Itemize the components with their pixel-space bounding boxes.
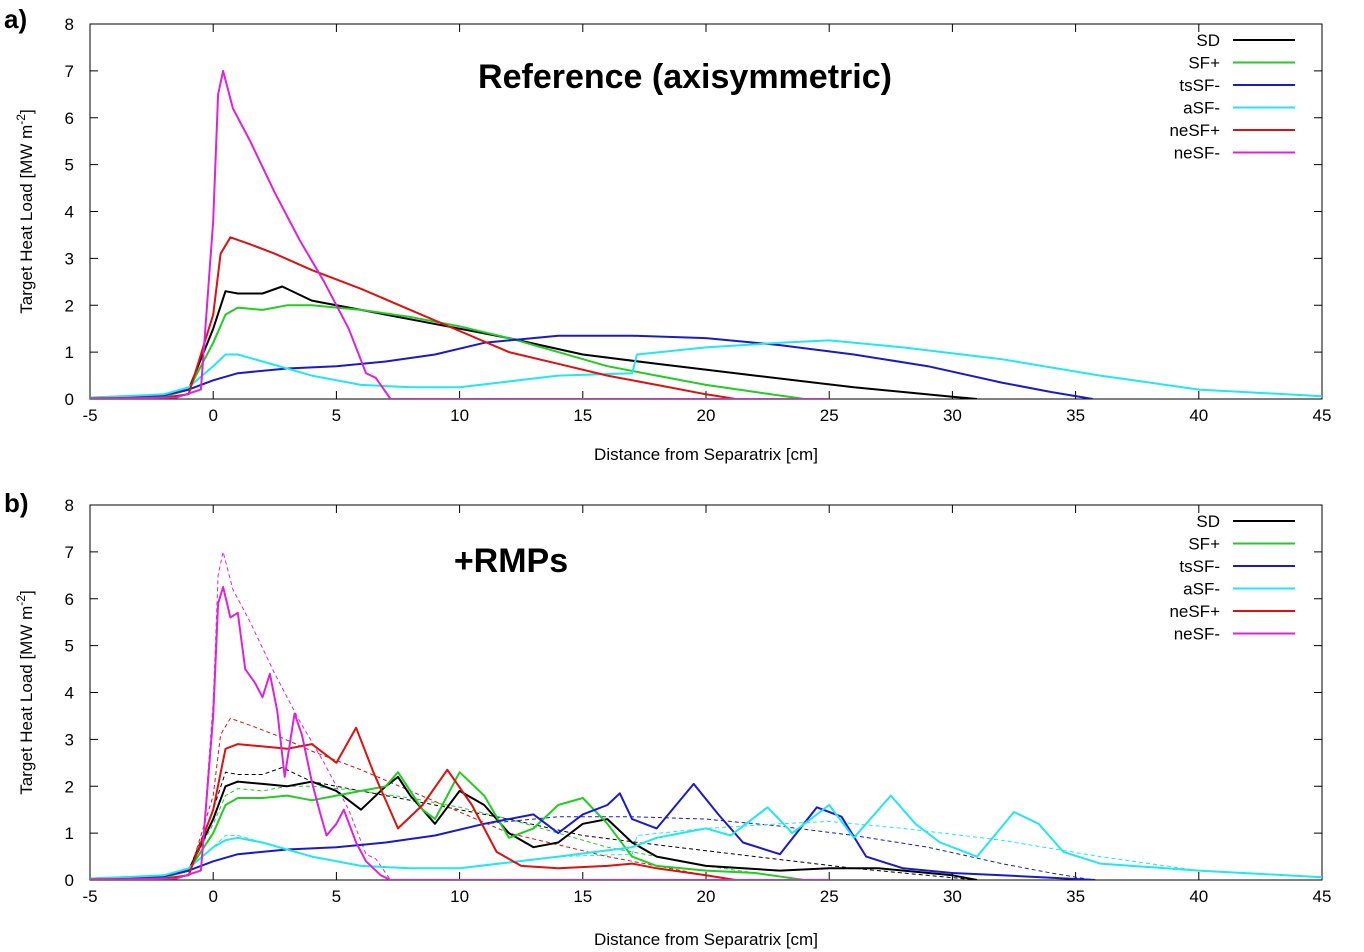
y-tick-label: 7 <box>65 62 74 81</box>
panel-annotation: Reference (axisymmetric) <box>478 58 892 96</box>
y-tick-label: 6 <box>65 109 74 128</box>
x-tick-label: 40 <box>1189 887 1208 906</box>
legend-label-sd: SD <box>1196 512 1220 531</box>
legend-label-asfminus: aSF- <box>1183 580 1220 599</box>
x-tick-label: 15 <box>573 887 592 906</box>
x-tick-label: 5 <box>332 887 341 906</box>
x-tick-label: 45 <box>1313 887 1332 906</box>
series-line-nesfminus <box>90 69 830 399</box>
y-tick-label: 2 <box>65 296 74 315</box>
x-tick-label: -5 <box>82 887 97 906</box>
x-tick-label: 25 <box>820 887 839 906</box>
y-tick-label: 8 <box>65 15 74 34</box>
series-line-nesfplus <box>90 726 736 880</box>
legend-label-nesfplus: neSF+ <box>1169 602 1220 621</box>
x-tick-label: 30 <box>943 887 962 906</box>
x-tick-label: 0 <box>208 406 217 425</box>
legend-label-asfminus: aSF- <box>1183 99 1220 118</box>
legend-label-tssfminus: tsSF- <box>1179 557 1220 576</box>
series-line-asfminus <box>90 339 1322 399</box>
y-tick-label: 5 <box>65 637 74 656</box>
x-tick-label: 35 <box>1066 406 1085 425</box>
series-line-sfplus <box>90 771 805 880</box>
panel-label: a) <box>4 4 27 34</box>
x-tick-label: 5 <box>332 406 341 425</box>
y-tick-label: 8 <box>65 496 74 515</box>
x-tick-label: 20 <box>697 887 716 906</box>
y-tick-label: 4 <box>65 684 74 703</box>
legend-label-sfplus: SF+ <box>1188 54 1220 73</box>
y-tick-label: 5 <box>65 156 74 175</box>
y-axis-label: Target Heat Load [MW m-2] <box>14 590 36 794</box>
y-tick-label: 2 <box>65 777 74 796</box>
reference-line-nesfplus <box>90 717 736 880</box>
x-tick-label: 0 <box>208 887 217 906</box>
legend-label-sfplus: SF+ <box>1188 535 1220 554</box>
x-tick-label: 10 <box>450 887 469 906</box>
legend-label-nesfplus: neSF+ <box>1169 121 1220 140</box>
x-tick-label: 35 <box>1066 887 1085 906</box>
series-line-nesfminus <box>90 586 830 880</box>
y-tick-label: 4 <box>65 203 74 222</box>
y-axis-label: Target Heat Load [MW m-2] <box>14 109 36 313</box>
x-tick-label: 10 <box>450 406 469 425</box>
series-line-nesfplus <box>90 236 736 399</box>
y-tick-label: 6 <box>65 590 74 609</box>
series-line-asfminus <box>90 794 1322 880</box>
series-line-tssfminus <box>90 782 1096 880</box>
y-tick-label: 0 <box>65 871 74 890</box>
legend-label-sd: SD <box>1196 31 1220 50</box>
series-line-sd <box>90 775 978 880</box>
legend-label-nesfminus: neSF- <box>1174 625 1220 644</box>
panel-annotation: +RMPs <box>454 542 568 580</box>
panel-label: b) <box>4 488 29 518</box>
y-tick-label: 3 <box>65 249 74 268</box>
series-line-tssfminus <box>90 334 1093 399</box>
reference-line-nesfminus <box>90 551 830 880</box>
y-tick-label: 1 <box>65 343 74 362</box>
x-tick-label: 30 <box>943 406 962 425</box>
legend-label-tssfminus: tsSF- <box>1179 76 1220 95</box>
y-tick-label: 0 <box>65 390 74 409</box>
y-tick-label: 3 <box>65 730 74 749</box>
x-axis-label: Distance from Separatrix [cm] <box>594 445 818 464</box>
x-axis-label: Distance from Separatrix [cm] <box>594 930 818 949</box>
x-tick-label: 15 <box>573 406 592 425</box>
x-tick-label: 25 <box>820 406 839 425</box>
reference-line-tssfminus <box>90 816 1093 880</box>
y-tick-label: 7 <box>65 543 74 562</box>
x-tick-label: 40 <box>1189 406 1208 425</box>
y-tick-label: 1 <box>65 824 74 843</box>
plot-frame <box>89 504 1323 881</box>
x-tick-label: 20 <box>697 406 716 425</box>
x-tick-label: -5 <box>82 406 97 425</box>
legend-label-nesfminus: neSF- <box>1174 144 1220 163</box>
legend: SD SF+ tsSF-aSF-neSF+ neSF- <box>1169 31 1295 163</box>
legend: SD SF+ tsSF-aSF-neSF+ neSF- <box>1169 512 1295 644</box>
x-tick-label: 45 <box>1313 406 1332 425</box>
series-line-sfplus <box>90 304 805 399</box>
